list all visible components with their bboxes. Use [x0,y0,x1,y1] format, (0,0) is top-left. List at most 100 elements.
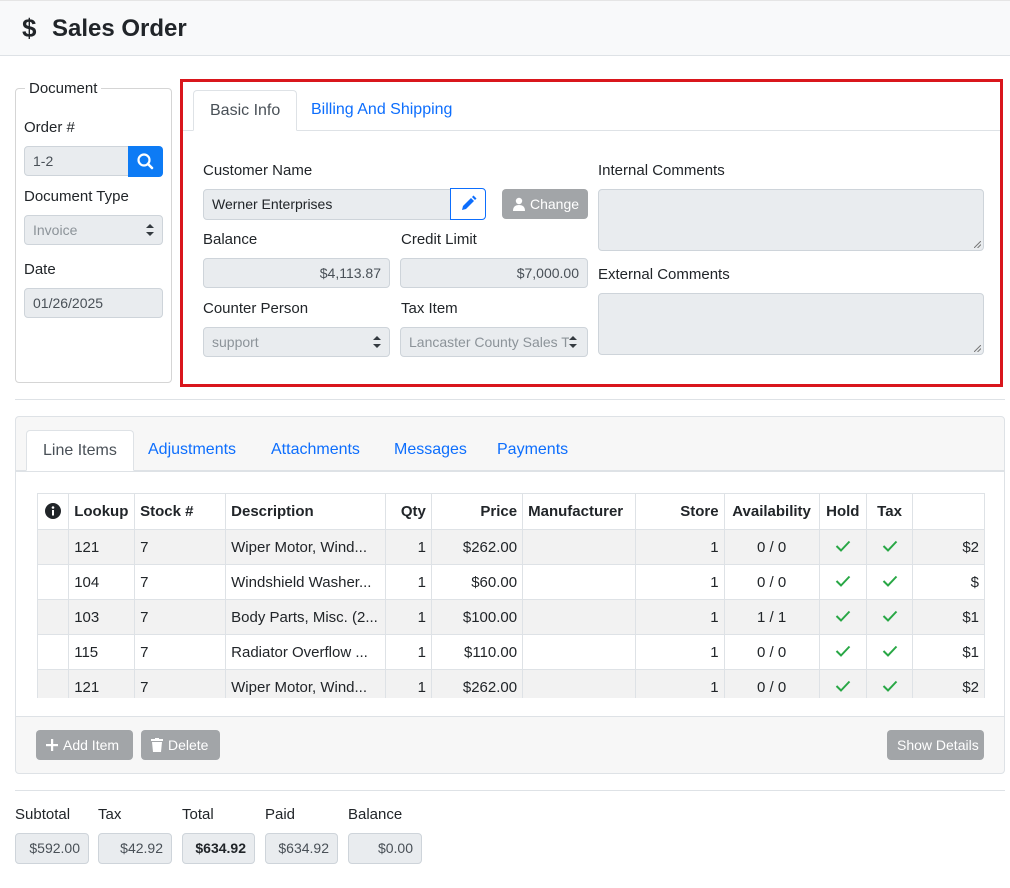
cell-manufacturer [522,564,636,600]
table-header-row: Lookup Stock # Description Qty Price Man… [36,493,985,530]
tab-billing-shipping[interactable]: Billing And Shipping [311,101,453,118]
table-row[interactable]: 121 7 Wiper Motor, Wind... 1 $262.00 1 0 / 0 $2 [36,669,985,698]
date-input[interactable]: 01/26/2025 [24,288,163,318]
column-header-availability[interactable]: Availability [723,493,820,530]
customer-name-input[interactable]: Werner Enterprises [203,189,451,220]
tab-messages[interactable]: Messages [394,441,467,458]
subtotal-label: Subtotal [15,806,71,823]
check-icon [835,610,851,622]
tab-attachments[interactable]: Attachments [271,441,360,458]
line-items-table: Lookup Stock # Description Qty Price Man… [36,493,985,698]
column-header-manufacturer[interactable]: Manufacturer [522,493,636,530]
table-row[interactable]: 121 7 Wiper Motor, Wind... 1 $262.00 1 0 / 0 $2 [36,529,985,565]
subtotal-value: $592.00 [15,833,89,864]
cell-availability: 0 / 0 [723,564,820,600]
info-tabs-divider [183,130,1000,131]
cell-hold [818,599,868,635]
tax-total-label: Tax [98,806,122,823]
cell-lookup: 121 [68,669,136,698]
check-icon [835,645,851,657]
tab-basic-info[interactable]: Basic Info [193,90,298,131]
cell-lookup: 104 [68,564,136,600]
order-search-button[interactable] [128,146,163,177]
order-number-input[interactable]: 1-2 [24,146,130,176]
user-icon [513,197,525,211]
total-label: Total [182,806,214,823]
add-item-button[interactable]: Add Item [36,730,133,760]
column-header-description[interactable]: Description [225,493,386,530]
internal-comments-textarea[interactable] [598,189,984,251]
row-selector[interactable] [36,529,70,565]
table-row[interactable]: 115 7 Radiator Overflow ... 1 $110.00 1 0 / 0 $… [36,634,985,670]
document-type-value: Invoice [33,222,78,238]
info-icon [45,503,62,519]
show-details-button[interactable]: Show Details [887,730,984,760]
line-items-scroll[interactable]: Lookup Stock # Description Qty Price Man… [16,472,985,698]
total-value: $634.92 [182,833,255,864]
row-selector[interactable] [36,564,70,600]
trash-icon [151,738,163,752]
credit-limit-label: Credit Limit [401,231,477,248]
check-icon [882,610,897,622]
cell-store: 1 [634,634,725,670]
cell-stock: 7 [134,564,227,600]
paid-label: Paid [265,806,296,823]
document-type-select[interactable]: Invoice [24,215,163,245]
table-row[interactable]: 104 7 Windshield Washer... 1 $60.00 1 0 / 0 $ [36,564,985,600]
row-selector[interactable] [36,599,70,635]
cell-store: 1 [634,529,725,565]
cell-price: $110.00 [430,634,524,670]
cell-stock: 7 [134,599,227,635]
select-caret-icon [569,336,583,348]
row-selector[interactable] [36,634,70,670]
cell-qty: 1 [384,634,432,670]
cell-tax [865,669,914,698]
cell-lookup: 103 [68,599,136,635]
column-header-lookup[interactable]: Lookup [68,493,136,530]
column-header-store[interactable]: Store [634,493,725,530]
search-icon [137,153,154,170]
cell-extra: $ [912,564,985,600]
row-selector[interactable] [36,669,70,698]
cell-extra: $1 [912,599,985,635]
line-tabs-divider [16,470,1004,471]
counter-person-value: support [212,334,259,350]
tab-adjustments[interactable]: Adjustments [148,441,237,458]
delete-button[interactable]: Delete [141,730,220,760]
column-header-qty[interactable]: Qty [384,493,432,530]
cell-description: Radiator Overflow ... [225,634,386,670]
customer-name-label: Customer Name [203,162,313,179]
cell-hold [818,564,868,600]
tab-line-items[interactable]: Line Items [26,430,134,471]
select-caret-icon [373,336,381,348]
tax-item-select[interactable]: Lancaster County Sales Tax [400,327,588,357]
column-header-tax[interactable]: Tax [865,493,914,530]
cell-store: 1 [634,669,725,698]
cell-qty: 1 [384,564,432,600]
balance-label: Balance [203,231,258,248]
pencil-icon [462,195,477,210]
internal-comments-label: Internal Comments [598,162,725,179]
balance-input: $4,113.87 [203,258,390,288]
external-comments-textarea[interactable] [598,293,984,355]
cell-stock: 7 [134,634,227,670]
column-header-stock[interactable]: Stock # [134,493,227,530]
tab-payments[interactable]: Payments [497,441,569,458]
counter-person-select[interactable]: support [203,327,390,357]
edit-customer-button[interactable] [450,188,486,220]
column-header-hold[interactable]: Hold [818,493,868,530]
cell-extra: $1 [912,634,985,670]
cell-lookup: 115 [68,634,136,670]
column-header-price[interactable]: Price [430,493,524,530]
cell-hold [818,529,868,565]
resize-grip-icon [974,345,981,352]
cell-manufacturer [522,599,636,635]
date-label: Date [24,261,56,278]
cell-availability: 0 / 0 [723,634,820,670]
change-customer-button[interactable]: Change [502,189,588,219]
line-items-card: Lookup Stock # Description Qty Price Man… [15,416,1005,774]
check-icon [882,540,897,552]
cell-availability: 0 / 0 [723,529,820,565]
table-row[interactable]: 103 7 Body Parts, Misc. (2... 1 $100.00 1 1 / … [36,599,985,635]
cell-lookup: 121 [68,529,136,565]
